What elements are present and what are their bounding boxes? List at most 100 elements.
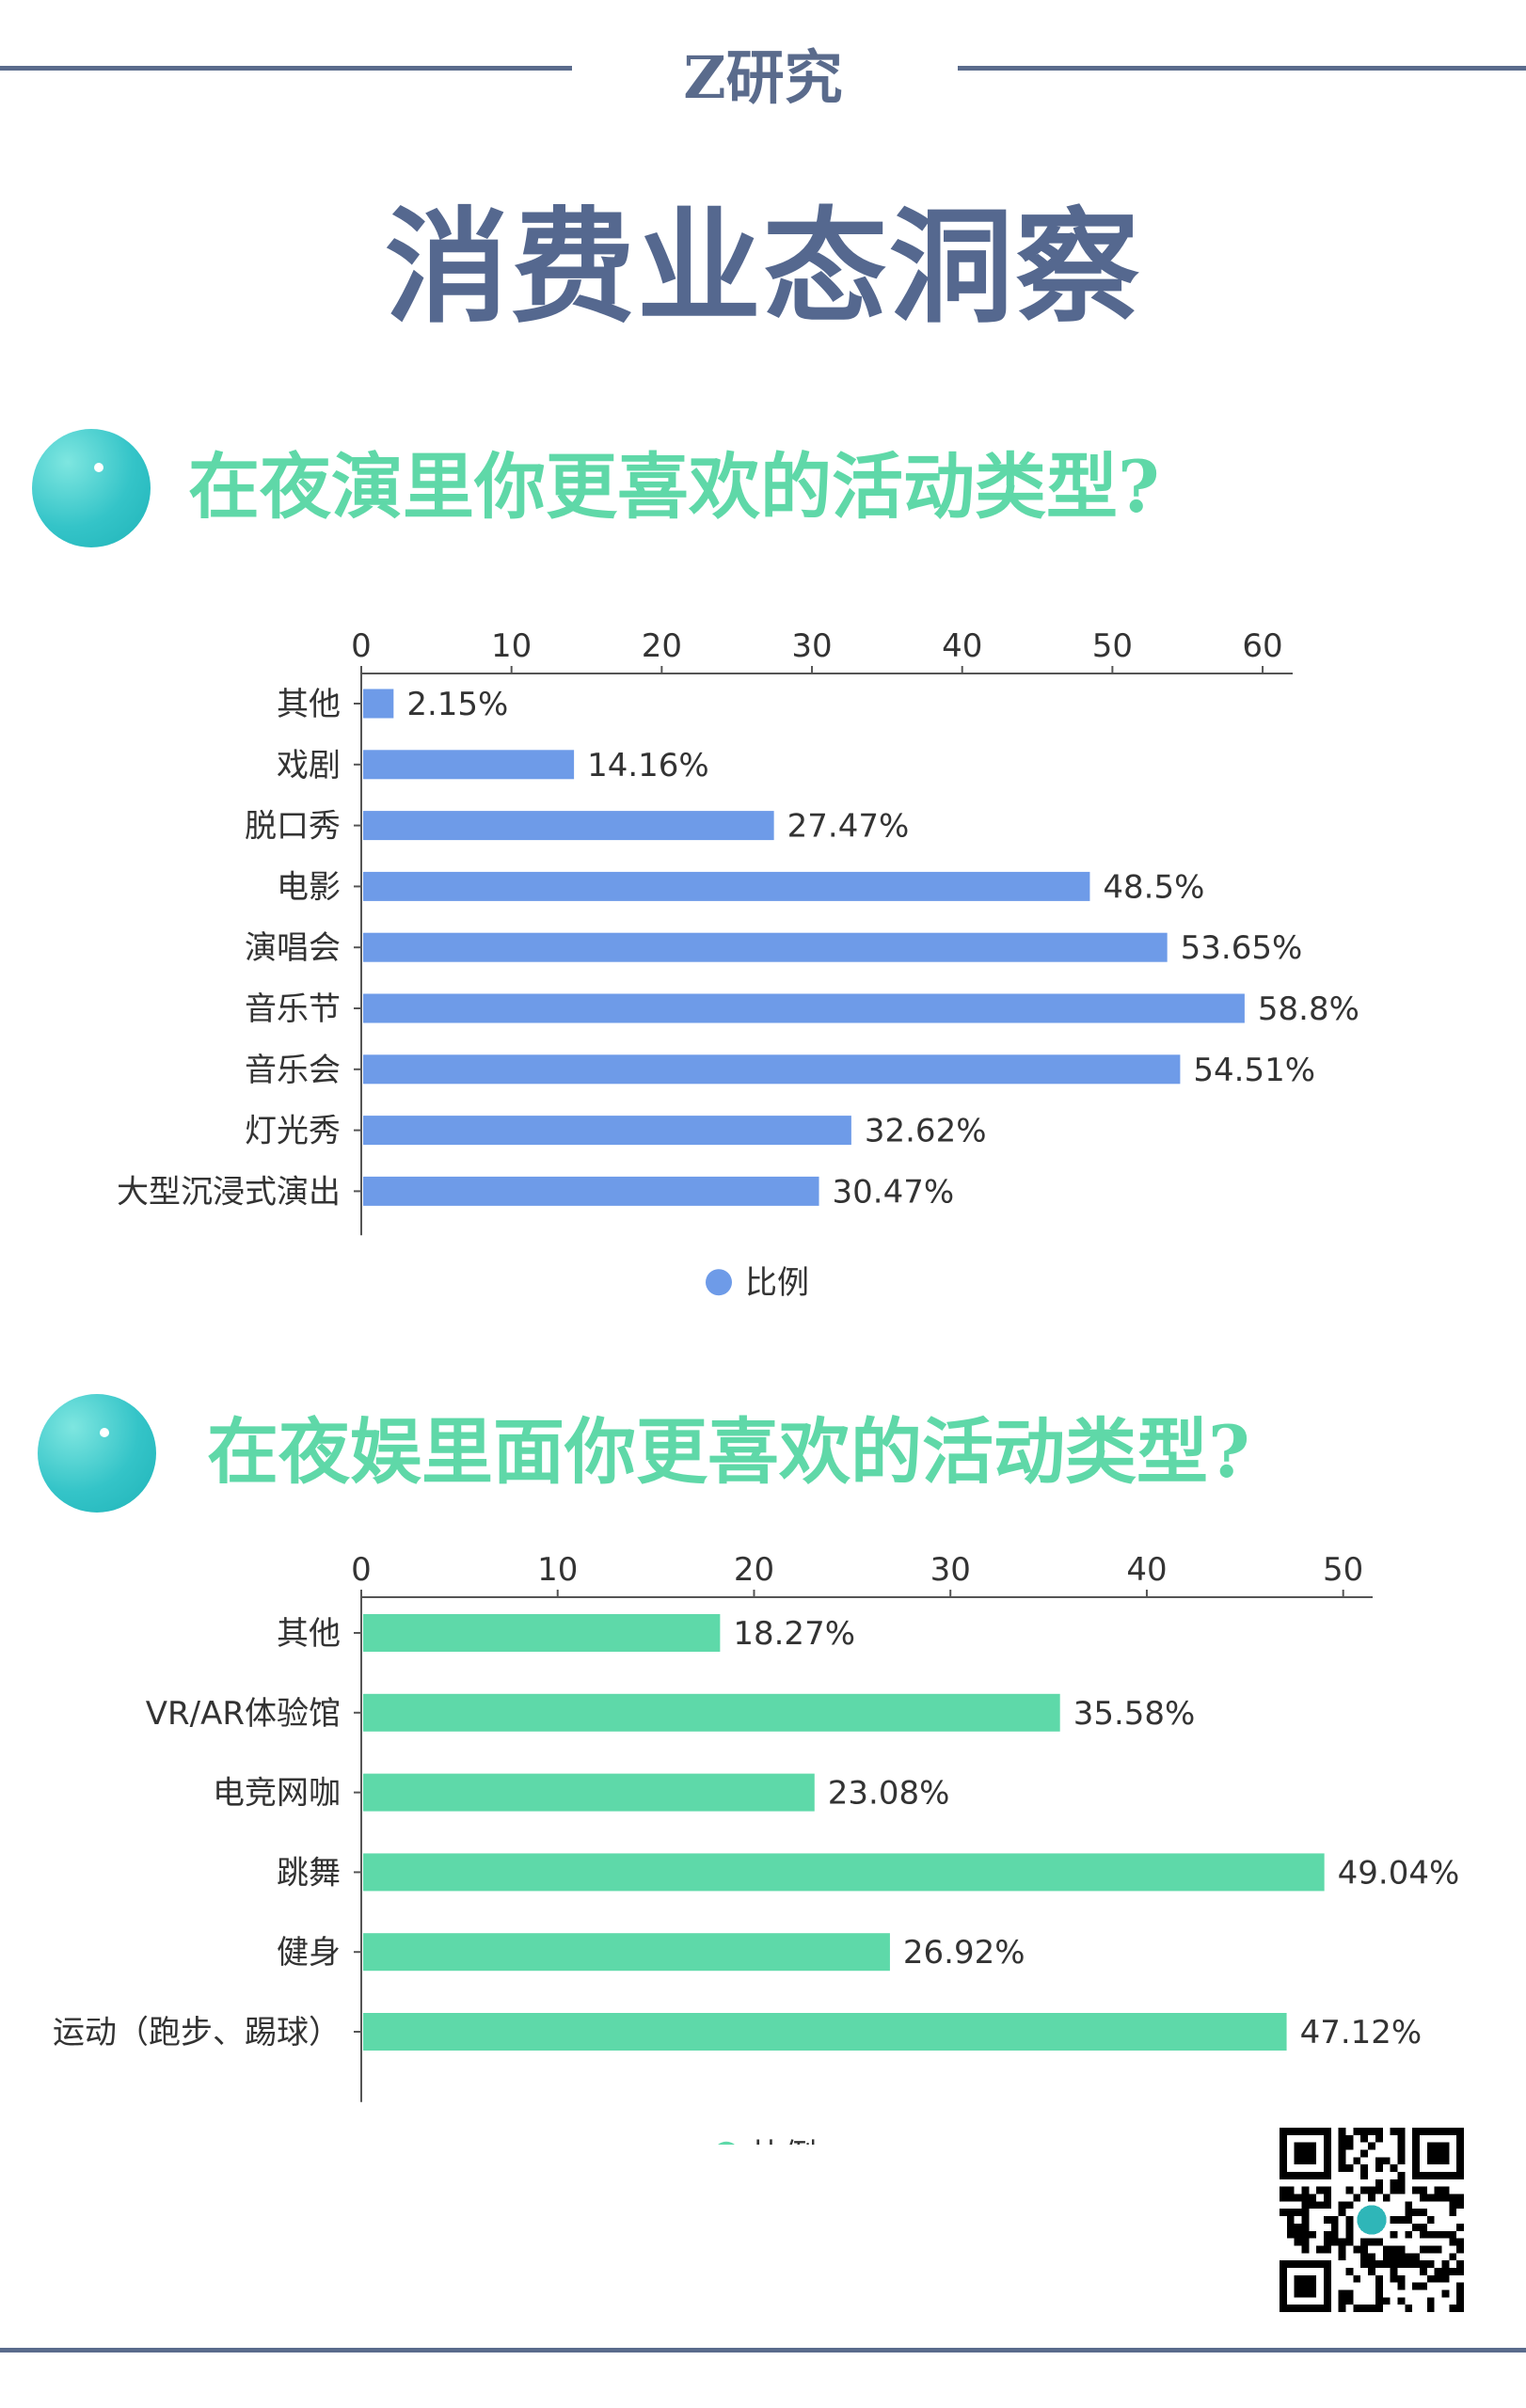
qr-module — [1360, 2149, 1369, 2158]
qr-module — [1286, 2186, 1295, 2194]
qr-module — [1382, 2253, 1391, 2261]
qr-module — [1294, 2194, 1302, 2202]
data-label: 26.92% — [903, 1934, 1025, 1972]
qr-module — [1345, 2216, 1354, 2224]
qr-module — [1375, 2282, 1383, 2290]
data-label: 49.04% — [1338, 1854, 1460, 1892]
qr-module — [1419, 2260, 1427, 2268]
qr-module — [1345, 2230, 1354, 2239]
x-tick-label: 50 — [1323, 1551, 1363, 1589]
qr-module — [1375, 2164, 1383, 2173]
qr-module — [1456, 2194, 1464, 2202]
qr-module — [1449, 2267, 1457, 2275]
qr-module — [1397, 2297, 1406, 2305]
qr-module — [1405, 2209, 1413, 2217]
qr-module — [1441, 2289, 1450, 2298]
qr-module — [1280, 2186, 1287, 2194]
header-rule-left — [0, 66, 572, 71]
qr-module — [1426, 2230, 1435, 2239]
category-label: 健身 — [277, 1934, 341, 1972]
qr-module — [1419, 2194, 1427, 2202]
qr-module — [1360, 2260, 1369, 2268]
data-label: 30.47% — [833, 1173, 955, 1211]
qr-module — [1441, 2186, 1450, 2194]
qr-module — [1426, 2297, 1435, 2305]
qr-module — [1405, 2216, 1413, 2224]
qr-module — [1294, 2209, 1302, 2217]
qr-module — [1375, 2134, 1383, 2143]
qr-module — [1360, 2186, 1369, 2194]
qr-module — [1390, 2253, 1398, 2261]
qr-module — [1449, 2201, 1457, 2210]
data-label: 53.65% — [1181, 929, 1303, 967]
qr-module — [1390, 2274, 1398, 2283]
data-label: 54.51% — [1193, 1052, 1315, 1089]
qr-module — [1353, 2274, 1361, 2283]
qr-module — [1316, 2201, 1325, 2210]
qr-module — [1397, 2282, 1406, 2290]
qr-module — [1338, 2297, 1346, 2305]
qr-module — [1405, 2305, 1413, 2312]
qr-module — [1419, 2209, 1427, 2217]
qr-module — [1375, 2178, 1383, 2187]
qr-module — [1338, 2209, 1346, 2217]
qr-module — [1441, 2267, 1450, 2275]
category-label: 其他 — [277, 1615, 341, 1653]
category-label: 音乐节 — [245, 990, 341, 1028]
qr-module — [1338, 2245, 1346, 2254]
qr-module — [1353, 2305, 1361, 2312]
bar — [363, 1116, 851, 1146]
qr-module — [1382, 2260, 1391, 2268]
data-label: 32.62% — [865, 1113, 987, 1150]
qr-module — [1345, 2164, 1354, 2173]
qr-module — [1456, 2282, 1464, 2290]
question-title-1: 在夜演里你更喜欢的活动类型? — [188, 445, 1160, 529]
qr-module — [1434, 2186, 1442, 2194]
category-label: 戏剧 — [277, 747, 341, 784]
qr-module — [1338, 2149, 1346, 2158]
qr-module — [1338, 2128, 1346, 2135]
data-label: 48.5% — [1103, 868, 1204, 906]
qr-module — [1449, 2230, 1457, 2239]
qr-module — [1345, 2186, 1354, 2194]
qr-module — [1360, 2128, 1369, 2135]
qr-module — [1368, 2194, 1375, 2202]
qr-module — [1353, 2245, 1361, 2254]
qr-module — [1419, 2223, 1427, 2231]
bar — [363, 1853, 1325, 1892]
qr-module — [1368, 2238, 1375, 2246]
qr-module — [1286, 2209, 1295, 2217]
qr-module — [1397, 2186, 1406, 2194]
qr-module — [1397, 2260, 1406, 2268]
legend-marker — [718, 2141, 735, 2145]
bar — [363, 811, 774, 841]
qr-module — [1360, 2253, 1369, 2261]
qr-module — [1301, 2230, 1310, 2239]
x-tick-label: 60 — [1242, 627, 1282, 665]
qr-module — [1330, 2223, 1339, 2231]
qr-module — [1426, 2216, 1435, 2224]
qr-module — [1338, 2253, 1346, 2261]
qr-module — [1456, 2260, 1464, 2268]
qr-module — [1405, 2201, 1413, 2210]
bar — [363, 1176, 819, 1206]
qr-module — [1353, 2128, 1361, 2135]
qr-module — [1353, 2194, 1361, 2202]
qr-module — [1324, 2186, 1331, 2194]
qr-module — [1330, 2216, 1339, 2224]
qr-module — [1360, 2172, 1369, 2179]
category-label: 音乐会 — [245, 1052, 341, 1089]
qr-module — [1419, 2230, 1427, 2239]
qr-module — [1456, 2201, 1464, 2210]
qr-module — [1456, 2245, 1464, 2254]
qr-module — [1441, 2230, 1450, 2239]
bar-chart-night-entertainment: 0 10 20 30 40 50 其他 18.27% VR/AR体验馆 35.58% 电竞网咖 23.… — [53, 1551, 1460, 2145]
category-label: 电竞网咖 — [213, 1775, 341, 1813]
qr-module — [1338, 2305, 1346, 2312]
qr-module — [1382, 2194, 1391, 2202]
qr-module — [1360, 2305, 1369, 2312]
data-label: 58.8% — [1258, 990, 1359, 1028]
qr-module — [1412, 2209, 1420, 2217]
qr-module — [1426, 2305, 1435, 2312]
qr-module — [1338, 2157, 1346, 2165]
